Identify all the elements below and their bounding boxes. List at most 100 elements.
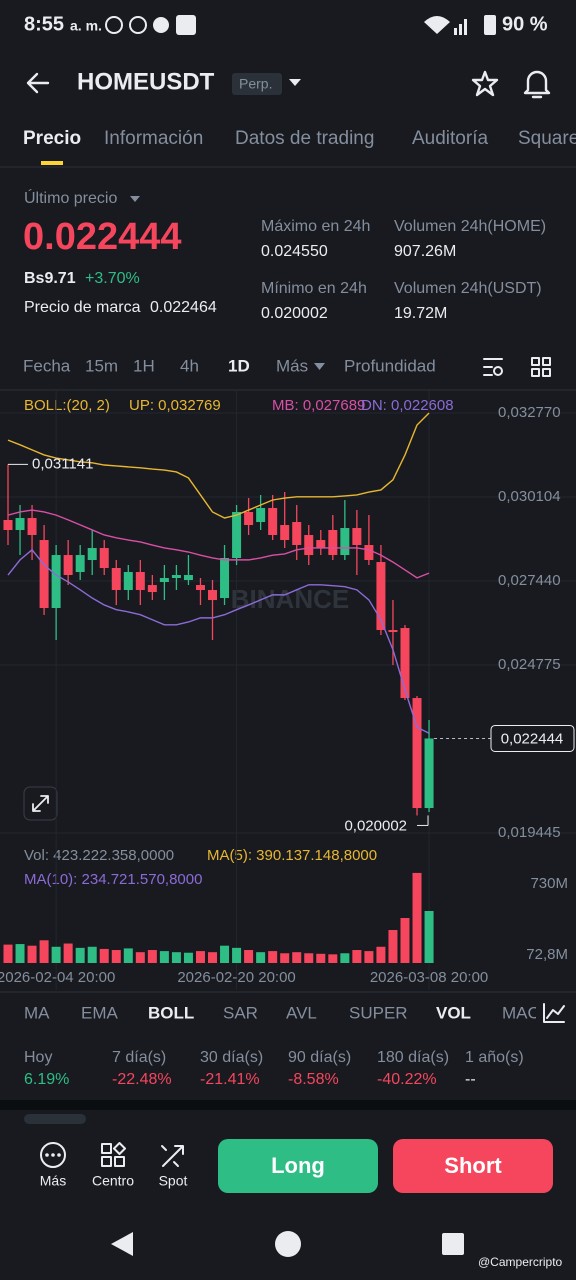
more-button[interactable]: [40, 1142, 66, 1168]
volume-bar: [208, 952, 218, 963]
perf-label: 1 año(s): [465, 1049, 524, 1066]
volume-bar: [159, 951, 169, 963]
long-label[interactable]: Long: [271, 1153, 325, 1178]
stat-value: 19.72M: [394, 305, 447, 322]
action-label[interactable]: Centro: [92, 1173, 134, 1189]
watermark: BINANCE: [231, 584, 349, 614]
candle-body: [111, 568, 121, 591]
tab[interactable]: Datos de trading: [235, 128, 374, 149]
interval[interactable]: 1H: [133, 356, 155, 375]
tab-indicator: [41, 161, 63, 165]
perf-label: Hoy: [24, 1049, 52, 1066]
indicator-settings[interactable]: [543, 1003, 565, 1023]
tab[interactable]: Auditoría: [412, 128, 488, 149]
candle-body: [15, 518, 25, 531]
center-button[interactable]: [101, 1142, 126, 1167]
interval[interactable]: 1D: [228, 356, 250, 375]
candle-body: [364, 545, 374, 561]
last-price-label: 0,022444: [501, 730, 564, 747]
tab[interactable]: Square: [518, 128, 576, 149]
chart-settings[interactable]: [483, 358, 503, 376]
perf-value: -8.58%: [288, 1071, 339, 1088]
indicator[interactable]: EMA: [81, 1003, 119, 1022]
perf-label: 180 día(s): [377, 1049, 449, 1066]
indicator[interactable]: MA: [24, 1003, 50, 1022]
volume-bar: [99, 948, 109, 963]
indicator[interactable]: MAC: [502, 1003, 540, 1022]
symbol-dropdown[interactable]: [289, 79, 301, 86]
fiat-price: Bs9.71: [24, 270, 76, 287]
indicator[interactable]: VOL: [436, 1003, 471, 1022]
last-price-label[interactable]: Último precio: [24, 188, 117, 207]
y-tick-label: 0,027440: [498, 572, 561, 589]
status-ampm: a. m.: [70, 18, 102, 34]
volume-bar: [376, 946, 386, 963]
candle-body: [388, 630, 398, 633]
action-label[interactable]: Spot: [159, 1173, 188, 1189]
perf-value: -40.22%: [377, 1071, 437, 1088]
volume-bar: [424, 910, 434, 963]
x-tick-label: 2026-03-08 20:00: [370, 969, 488, 986]
handle: [24, 1114, 86, 1124]
notifications[interactable]: [523, 70, 551, 99]
candle-body: [99, 548, 109, 569]
candle-body: [280, 525, 290, 541]
nav-recents[interactable]: [442, 1233, 464, 1255]
interval[interactable]: 4h: [180, 356, 199, 375]
boll-line: [7, 509, 430, 579]
volume-bar: [171, 952, 181, 963]
indicator[interactable]: SAR: [223, 1003, 258, 1022]
volume-bar: [183, 952, 193, 963]
back-button[interactable]: [26, 72, 50, 94]
short-label[interactable]: Short: [444, 1153, 502, 1178]
candle-body: [147, 585, 157, 593]
volume-bar: [388, 930, 398, 963]
volume-tick-label: 730M: [530, 875, 568, 892]
tab[interactable]: Precio: [23, 128, 81, 149]
nav-home[interactable]: [275, 1231, 301, 1257]
layout-button[interactable]: [531, 357, 551, 377]
volume-bar: [147, 950, 157, 963]
y-tick-label: 0,030104: [498, 488, 561, 505]
plot: [3, 412, 434, 816]
spot-button[interactable]: [161, 1145, 184, 1167]
tab[interactable]: Información: [104, 128, 203, 149]
perf-label: 90 día(s): [288, 1049, 351, 1066]
volume-bar: [412, 872, 422, 963]
interval[interactable]: Fecha: [23, 356, 71, 375]
interval[interactable]: 15m: [85, 356, 118, 375]
candle-body: [135, 572, 145, 591]
indicator[interactable]: SUPER: [349, 1003, 408, 1022]
stat-value: 0.020002: [261, 305, 328, 322]
candle-body: [75, 555, 85, 573]
short-button[interactable]: [393, 1139, 553, 1193]
mark-label: Precio de marca: [24, 299, 141, 316]
symbol[interactable]: HOMEUSDT: [77, 68, 215, 95]
action-label[interactable]: Más: [40, 1173, 66, 1189]
indicator[interactable]: AVL: [286, 1003, 317, 1022]
stat-value: 0.024550: [261, 243, 328, 260]
caret: [130, 196, 140, 202]
candle-body: [424, 738, 434, 809]
volume-bar: [220, 945, 230, 963]
long-button[interactable]: [218, 1139, 378, 1193]
indicator[interactable]: BOLL: [148, 1003, 194, 1022]
expand-button[interactable]: [23, 786, 58, 821]
interval[interactable]: Profundidad: [344, 356, 436, 375]
interval[interactable]: Más: [276, 356, 308, 375]
perf-value: --: [465, 1071, 476, 1088]
candle-body: [3, 520, 13, 531]
nav-back[interactable]: [111, 1232, 133, 1256]
candle-body: [400, 628, 410, 699]
candle-body: [51, 555, 61, 609]
volume-bar: [280, 953, 290, 963]
candle-body: [376, 562, 386, 631]
candle-body: [123, 572, 133, 591]
performance: Hoy 6.19% 7 día(s) -22.48% 30 día(s) -21.41% 9…: [24, 1049, 524, 1088]
volume-bar: [87, 946, 97, 963]
candle-body: [159, 578, 169, 583]
stat-label: Mínimo en 24h: [261, 280, 367, 297]
favorite[interactable]: [471, 70, 499, 97]
